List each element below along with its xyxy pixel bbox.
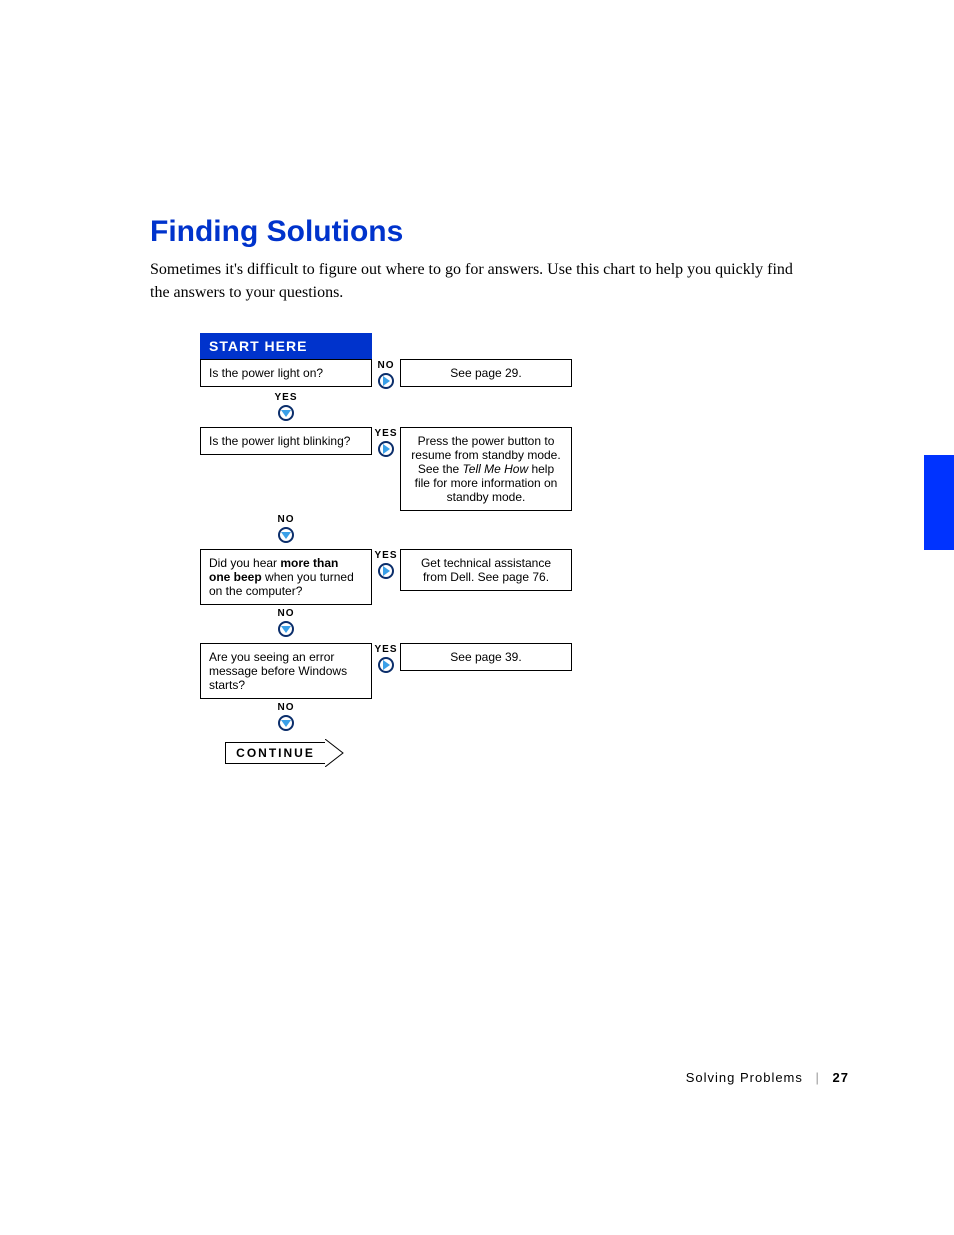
question-box: Are you seeing an error message before W… xyxy=(200,643,372,699)
question-box: Did you hear more than one beep when you… xyxy=(200,549,372,605)
branch-right: NO xyxy=(372,359,400,389)
start-here-banner: START HERE xyxy=(200,333,372,359)
flow-step: Did you hear more than one beep when you… xyxy=(200,549,580,605)
question-box: Is the power light on? xyxy=(200,359,372,387)
section-tab xyxy=(924,455,954,550)
arrow-right-icon xyxy=(378,441,394,457)
branch-label-no: NO xyxy=(378,361,395,371)
arrow-down-icon xyxy=(278,621,294,637)
arrow-down-icon xyxy=(278,715,294,731)
flow-step: Is the power light blinking? YES Press t… xyxy=(200,427,580,511)
footer-page-number: 27 xyxy=(833,1070,849,1085)
answer-box: See page 29. xyxy=(400,359,572,387)
question-box: Is the power light blinking? xyxy=(200,427,372,455)
arrow-down-icon xyxy=(278,527,294,543)
branch-down: NO xyxy=(200,605,372,643)
answer-box: Get technical assistance from Dell. See … xyxy=(400,549,572,591)
continue-row: CONTINUE xyxy=(200,739,372,767)
arrow-right-icon xyxy=(378,373,394,389)
question-text: Did you hear xyxy=(209,556,280,570)
continue-arrow-icon xyxy=(325,739,347,767)
continue-label: CONTINUE xyxy=(225,742,325,764)
branch-label-no: NO xyxy=(278,609,295,619)
continue-box: CONTINUE xyxy=(225,739,347,767)
branch-label-no: NO xyxy=(278,703,295,713)
page-heading: Finding Solutions xyxy=(150,215,403,249)
branch-right: YES xyxy=(372,549,400,579)
answer-box: See page 39. xyxy=(400,643,572,671)
branch-label-no: NO xyxy=(278,515,295,525)
page: Finding Solutions Sometimes it's difficu… xyxy=(0,0,954,1235)
branch-down: NO xyxy=(200,511,372,549)
branch-label-yes: YES xyxy=(374,645,397,655)
branch-down: NO xyxy=(200,699,372,737)
page-footer: Solving Problems | 27 xyxy=(0,1070,954,1085)
flow-step: Is the power light on? NO See page 29. xyxy=(200,359,580,389)
flowchart: START HERE Is the power light on? NO See… xyxy=(200,333,580,767)
branch-right: YES xyxy=(372,643,400,673)
footer-separator: | xyxy=(816,1070,820,1085)
arrow-right-icon xyxy=(378,657,394,673)
flow-step: Are you seeing an error message before W… xyxy=(200,643,580,699)
arrow-right-icon xyxy=(378,563,394,579)
branch-label-yes: YES xyxy=(374,551,397,561)
footer-section: Solving Problems xyxy=(686,1070,803,1085)
arrow-down-icon xyxy=(278,405,294,421)
branch-down: YES xyxy=(200,389,372,427)
answer-italic: Tell Me How xyxy=(463,462,529,476)
answer-box: Press the power button to resume from st… xyxy=(400,427,572,511)
branch-label-yes: YES xyxy=(274,393,297,403)
branch-right: YES xyxy=(372,427,400,457)
intro-paragraph: Sometimes it's difficult to figure out w… xyxy=(150,258,800,304)
branch-label-yes: YES xyxy=(374,429,397,439)
